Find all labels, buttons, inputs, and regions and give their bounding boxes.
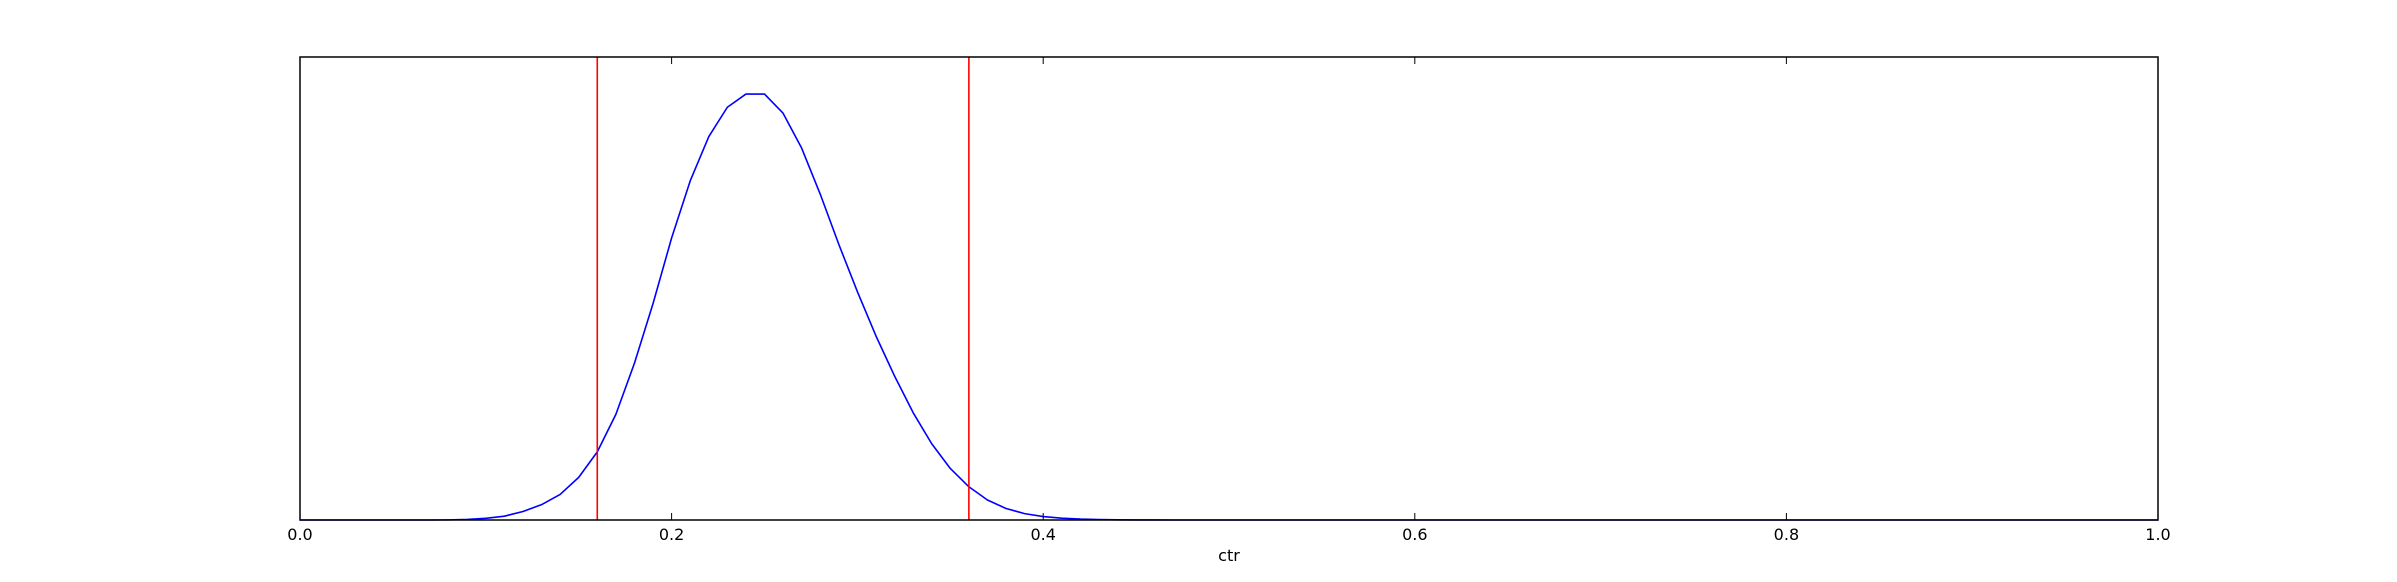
x-tick-label: 0.0 bbox=[287, 525, 312, 544]
x-axis-label: ctr bbox=[1218, 546, 1240, 565]
x-tick-label: 0.6 bbox=[1402, 525, 1427, 544]
axes-frame bbox=[299, 56, 2159, 521]
axes: 0.0 0.2 0.4 0.6 0.8 1.0 bbox=[287, 56, 2171, 544]
x-tick-label: 1.0 bbox=[2145, 525, 2170, 544]
x-tick-label: 0.8 bbox=[1774, 525, 1799, 544]
x-tick-label: 0.2 bbox=[659, 525, 684, 544]
x-tick-label: 0.4 bbox=[1030, 525, 1055, 544]
